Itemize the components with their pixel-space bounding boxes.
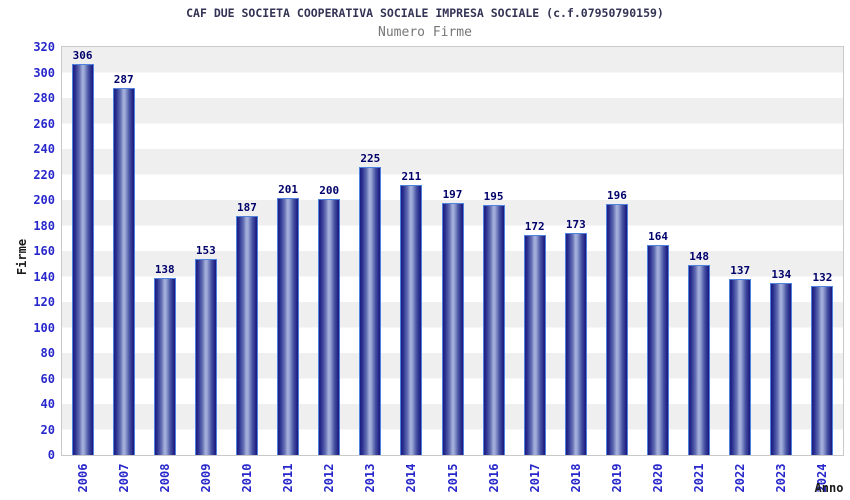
x-tick-2021: 2021 <box>692 463 707 493</box>
x-tick-2013: 2013 <box>363 463 378 493</box>
x-tick-2018: 2018 <box>568 463 583 493</box>
x-tick-2009: 2009 <box>198 463 213 493</box>
bar-value-label-2021: 148 <box>689 250 710 264</box>
x-tick-2015: 2015 <box>445 463 460 493</box>
y-tick-300: 300 <box>33 65 55 80</box>
bar-value-label-2016: 195 <box>483 190 504 204</box>
y-tick-220: 220 <box>33 167 55 182</box>
bar-2015 <box>441 202 464 455</box>
x-tick-2008: 2008 <box>157 463 172 493</box>
bar-2011 <box>277 197 300 455</box>
x-tick-2014: 2014 <box>404 463 419 493</box>
x-tick-2012: 2012 <box>322 463 337 493</box>
bar-value-label-2024: 132 <box>812 270 833 284</box>
bar-value-label-2011: 201 <box>278 182 299 196</box>
bar-2019 <box>605 204 628 455</box>
bar-2013 <box>359 167 382 455</box>
bar-2006 <box>71 63 94 455</box>
x-tick-2011: 2011 <box>281 463 296 493</box>
bar-value-label-2017: 172 <box>524 219 545 233</box>
x-tick-2017: 2017 <box>527 463 542 493</box>
bar-value-label-2022: 137 <box>730 264 751 278</box>
bar-2016 <box>482 205 505 455</box>
y-tick-0: 0 <box>47 448 55 462</box>
y-tick-260: 260 <box>33 116 55 131</box>
bar-value-label-2018: 173 <box>565 218 586 232</box>
y-tick-320: 320 <box>33 40 55 54</box>
x-axis-title: Anno <box>814 481 844 495</box>
bar-2018 <box>564 233 587 455</box>
bar-2008 <box>153 278 176 455</box>
bar-2021 <box>688 265 711 455</box>
bar-2020 <box>647 244 670 455</box>
bar-value-label-2006: 306 <box>72 48 93 62</box>
x-tick-2010: 2010 <box>239 463 254 493</box>
x-tick-2022: 2022 <box>733 463 748 493</box>
x-tick-2020: 2020 <box>651 463 666 493</box>
bar-value-label-2009: 153 <box>195 243 216 257</box>
y-tick-40: 40 <box>40 397 55 411</box>
y-tick-80: 80 <box>40 346 55 360</box>
bar-2012 <box>318 199 341 455</box>
bar-value-label-2023: 134 <box>771 268 792 282</box>
y-tick-160: 160 <box>33 244 55 258</box>
bar-2009 <box>194 258 217 455</box>
bar-value-label-2020: 164 <box>648 229 668 243</box>
bar-2014 <box>400 184 423 455</box>
bar-value-label-2015: 197 <box>442 187 463 201</box>
y-tick-20: 20 <box>40 422 55 437</box>
bar-2017 <box>523 234 546 455</box>
bar-value-label-2010: 187 <box>237 200 257 214</box>
bar-value-label-2019: 196 <box>606 189 627 203</box>
bar-2024 <box>811 285 834 455</box>
x-tick-2006: 2006 <box>75 463 90 493</box>
bar-2023 <box>770 283 793 455</box>
bar-2010 <box>235 215 258 455</box>
bar-value-label-2007: 287 <box>113 73 134 87</box>
bar-value-label-2012: 200 <box>319 184 340 197</box>
y-axis-title: Firme <box>15 238 29 276</box>
x-tick-2019: 2019 <box>609 463 624 493</box>
y-tick-100: 100 <box>33 320 55 335</box>
chart-subtitle: Numero Firme <box>378 25 472 40</box>
plot-area: 306 287 138 153 187 201 200 225 211 197 195 172 173 1… <box>61 46 844 456</box>
chart-title: CAF DUE SOCIETA COOPERATIVA SOCIALE IMPR… <box>186 6 664 20</box>
y-tick-120: 120 <box>33 295 55 309</box>
y-tick-180: 180 <box>33 218 55 233</box>
bar-value-label-2013: 225 <box>360 152 381 166</box>
bar-value-label-2008: 138 <box>154 263 175 277</box>
bar-2007 <box>112 88 135 455</box>
y-tick-60: 60 <box>40 371 55 386</box>
y-tick-280: 280 <box>33 91 55 105</box>
x-tick-2023: 2023 <box>774 463 789 493</box>
y-tick-200: 200 <box>33 193 55 207</box>
bar-value-label-2014: 211 <box>401 169 422 183</box>
y-tick-140: 140 <box>33 269 55 284</box>
bar-2022 <box>729 279 752 455</box>
x-tick-2007: 2007 <box>116 463 131 493</box>
y-tick-240: 240 <box>33 142 55 156</box>
x-tick-2016: 2016 <box>486 463 501 493</box>
